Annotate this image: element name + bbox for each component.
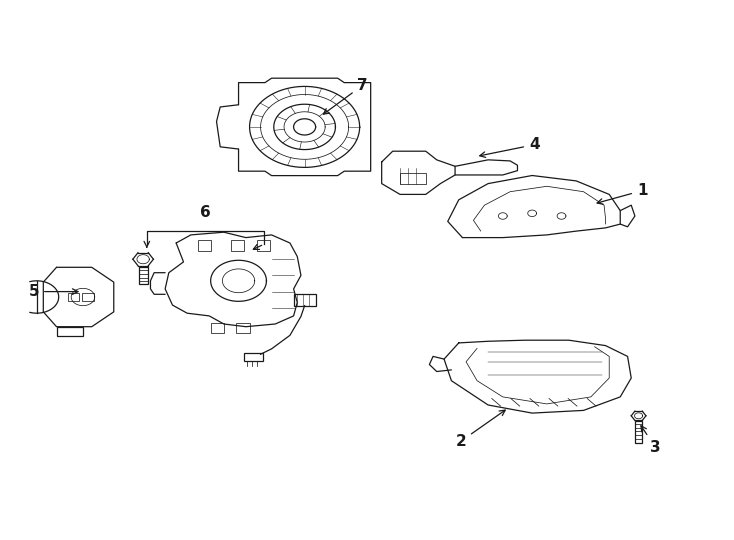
Bar bbox=[244, 353, 263, 361]
Bar bbox=[231, 240, 244, 251]
Bar bbox=[82, 293, 94, 301]
Text: 2: 2 bbox=[456, 410, 505, 449]
Bar bbox=[257, 240, 270, 251]
Bar bbox=[236, 323, 250, 333]
Text: 5: 5 bbox=[29, 284, 78, 299]
Text: 3: 3 bbox=[641, 426, 661, 455]
Text: 7: 7 bbox=[324, 78, 368, 114]
Bar bbox=[68, 293, 79, 301]
Text: 4: 4 bbox=[480, 137, 539, 157]
Bar bbox=[294, 294, 316, 306]
Bar bbox=[139, 267, 148, 284]
Bar bbox=[198, 240, 211, 251]
Text: 1: 1 bbox=[597, 183, 647, 204]
Bar bbox=[635, 421, 642, 443]
Bar bbox=[211, 323, 224, 333]
Bar bbox=[400, 173, 426, 184]
Bar bbox=[57, 327, 83, 336]
Text: 6: 6 bbox=[200, 205, 211, 220]
